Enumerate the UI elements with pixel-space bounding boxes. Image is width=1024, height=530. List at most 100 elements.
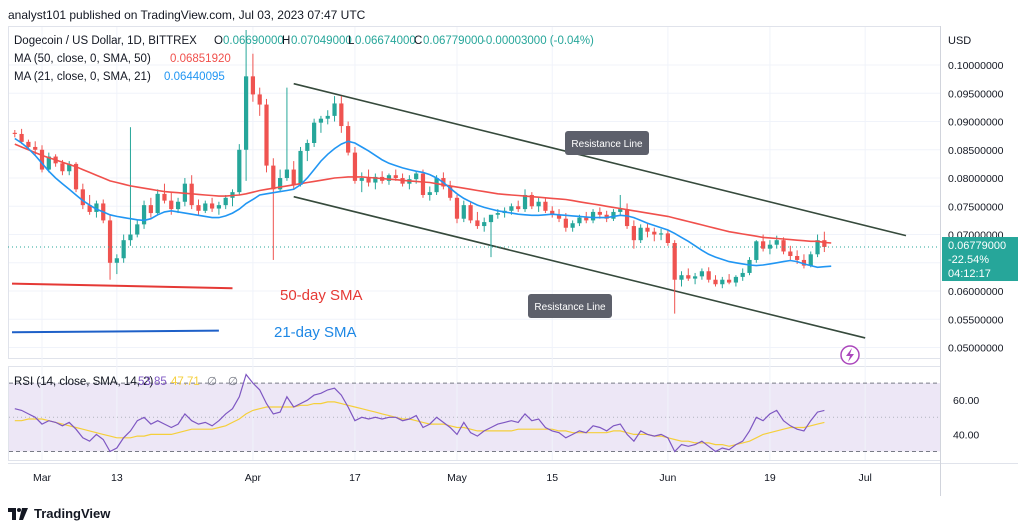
candle-body	[312, 122, 317, 143]
candle-body	[638, 227, 643, 241]
candle-body	[175, 201, 181, 210]
candle-body	[169, 200, 174, 210]
candle-body	[305, 142, 310, 151]
annotation-resistance-lower: Resistance Line	[528, 294, 612, 318]
candle-body	[420, 173, 426, 195]
price-badge-countdown: 04:12:17	[948, 268, 991, 280]
candle-body	[352, 152, 358, 181]
candle-body	[509, 206, 514, 211]
price-tick-label: 0.05000000	[948, 343, 1004, 355]
legend-l-value: 0.06674000	[355, 35, 416, 47]
candle-body	[543, 201, 548, 211]
candle-body	[550, 210, 555, 215]
legend-c-label: C	[414, 35, 422, 47]
candle-body	[339, 103, 344, 127]
price-tick-label: 0.08500000	[948, 145, 1004, 157]
candle-body	[393, 175, 398, 179]
candle-body	[706, 271, 711, 280]
price-tick-label: 0.06000000	[948, 286, 1004, 298]
moving-averages	[14, 137, 832, 269]
candle-body	[162, 193, 167, 201]
candle-body	[774, 240, 779, 245]
currency-label[interactable]: USD	[948, 35, 971, 47]
price-badge: 0.06779000 -22.54% 04:12:17	[942, 237, 1018, 282]
candle-body	[73, 163, 79, 190]
candle-body	[781, 240, 786, 252]
time-tick-label: 13	[111, 472, 123, 484]
channel-lines	[293, 82, 907, 339]
footer-brand: TradingView	[34, 506, 111, 521]
time-tick-label: 17	[349, 472, 361, 484]
candle-body	[39, 149, 45, 170]
legend-ma50-value: 0.06851920	[170, 53, 231, 65]
legend-rsi-extra2: ∅	[228, 376, 238, 388]
candle-body	[87, 205, 92, 212]
chart[interactable]: 0.10000000 0.09500000 0.09000000 0.08500000…	[8, 26, 1018, 496]
chart-svg[interactable]: 0.10000000 0.09500000 0.09000000 0.08500000…	[8, 26, 1018, 496]
candle-body	[80, 189, 85, 206]
channel-upper-line	[293, 82, 907, 237]
candle-body	[128, 234, 133, 241]
candle-body	[658, 233, 664, 235]
price-tick-label: 0.09500000	[948, 88, 1004, 100]
price-tick-label: 0.07500000	[948, 201, 1004, 213]
time-tick-label: Jul	[858, 472, 871, 484]
rsi-lines	[14, 373, 825, 453]
legend-h-value: 0.07049000	[291, 35, 352, 47]
candle-body	[665, 233, 670, 244]
candle-body	[692, 276, 698, 279]
candle-body	[652, 231, 657, 235]
legend-ma21-label: MA (21, close, 0, SMA, 21)	[14, 71, 151, 83]
rsi-tick-label: 60.00	[953, 395, 979, 407]
price-badge-price: 0.06779000	[948, 240, 1006, 252]
candle-body	[94, 203, 99, 212]
candle-body	[325, 115, 330, 119]
ma21-sample-line	[11, 329, 219, 334]
candle-body	[60, 163, 65, 172]
legend: Dogecoin / US Dollar, 1D, BITTREX O 0.06…	[14, 35, 594, 388]
channel-lower-line	[293, 195, 866, 339]
candle-body	[264, 104, 269, 166]
candle-body	[570, 223, 575, 228]
candle-body	[67, 163, 72, 172]
legend-symbol: Dogecoin / US Dollar, 1D, BITTREX	[14, 35, 197, 47]
candle-body	[468, 205, 473, 221]
candle-body	[624, 209, 630, 227]
candle-body	[801, 259, 807, 266]
candle-body	[46, 156, 51, 170]
candle-body	[720, 279, 725, 285]
candle-body	[645, 227, 650, 232]
candle-body	[733, 276, 739, 283]
candle-body	[699, 271, 705, 277]
candle-body	[713, 279, 718, 285]
ma21-line	[14, 137, 832, 269]
tradingview-logo-icon	[8, 507, 28, 520]
candle-body	[740, 272, 745, 277]
price-tick-label: 0.05500000	[948, 314, 1004, 326]
candle-body	[114, 258, 119, 263]
time-tick-label: Jun	[659, 472, 676, 484]
legend-h-label: H	[282, 35, 290, 47]
sma21-annotation: 21-day SMA	[274, 324, 357, 341]
legend-c-value: 0.06779000	[423, 35, 484, 47]
alert-lightning-icon[interactable]	[840, 345, 860, 365]
rsi-band	[9, 383, 940, 452]
legend-rsi-sma-value: 47.71	[171, 376, 200, 388]
legend-rsi-value: 53.85	[138, 376, 167, 388]
candle-body	[522, 194, 528, 210]
candle-body	[788, 251, 793, 256]
candle-body	[209, 203, 215, 209]
candle-body	[278, 178, 283, 190]
candle-body	[672, 243, 677, 280]
candle-body	[754, 241, 759, 260]
ma50-legend-line-group	[11, 282, 233, 290]
candle-body	[121, 240, 126, 259]
candle-body	[482, 222, 487, 227]
sma50-annotation: 50-day SMA	[280, 287, 363, 304]
time-tick-label: Apr	[245, 472, 262, 484]
annotation-resistance-lower-text: Resistance Line	[534, 302, 606, 313]
ma50-sample-line	[11, 282, 233, 290]
legend-l-label: L	[348, 35, 355, 47]
annotation-resistance-upper-text: Resistance Line	[571, 139, 643, 150]
candle-body	[434, 178, 439, 193]
